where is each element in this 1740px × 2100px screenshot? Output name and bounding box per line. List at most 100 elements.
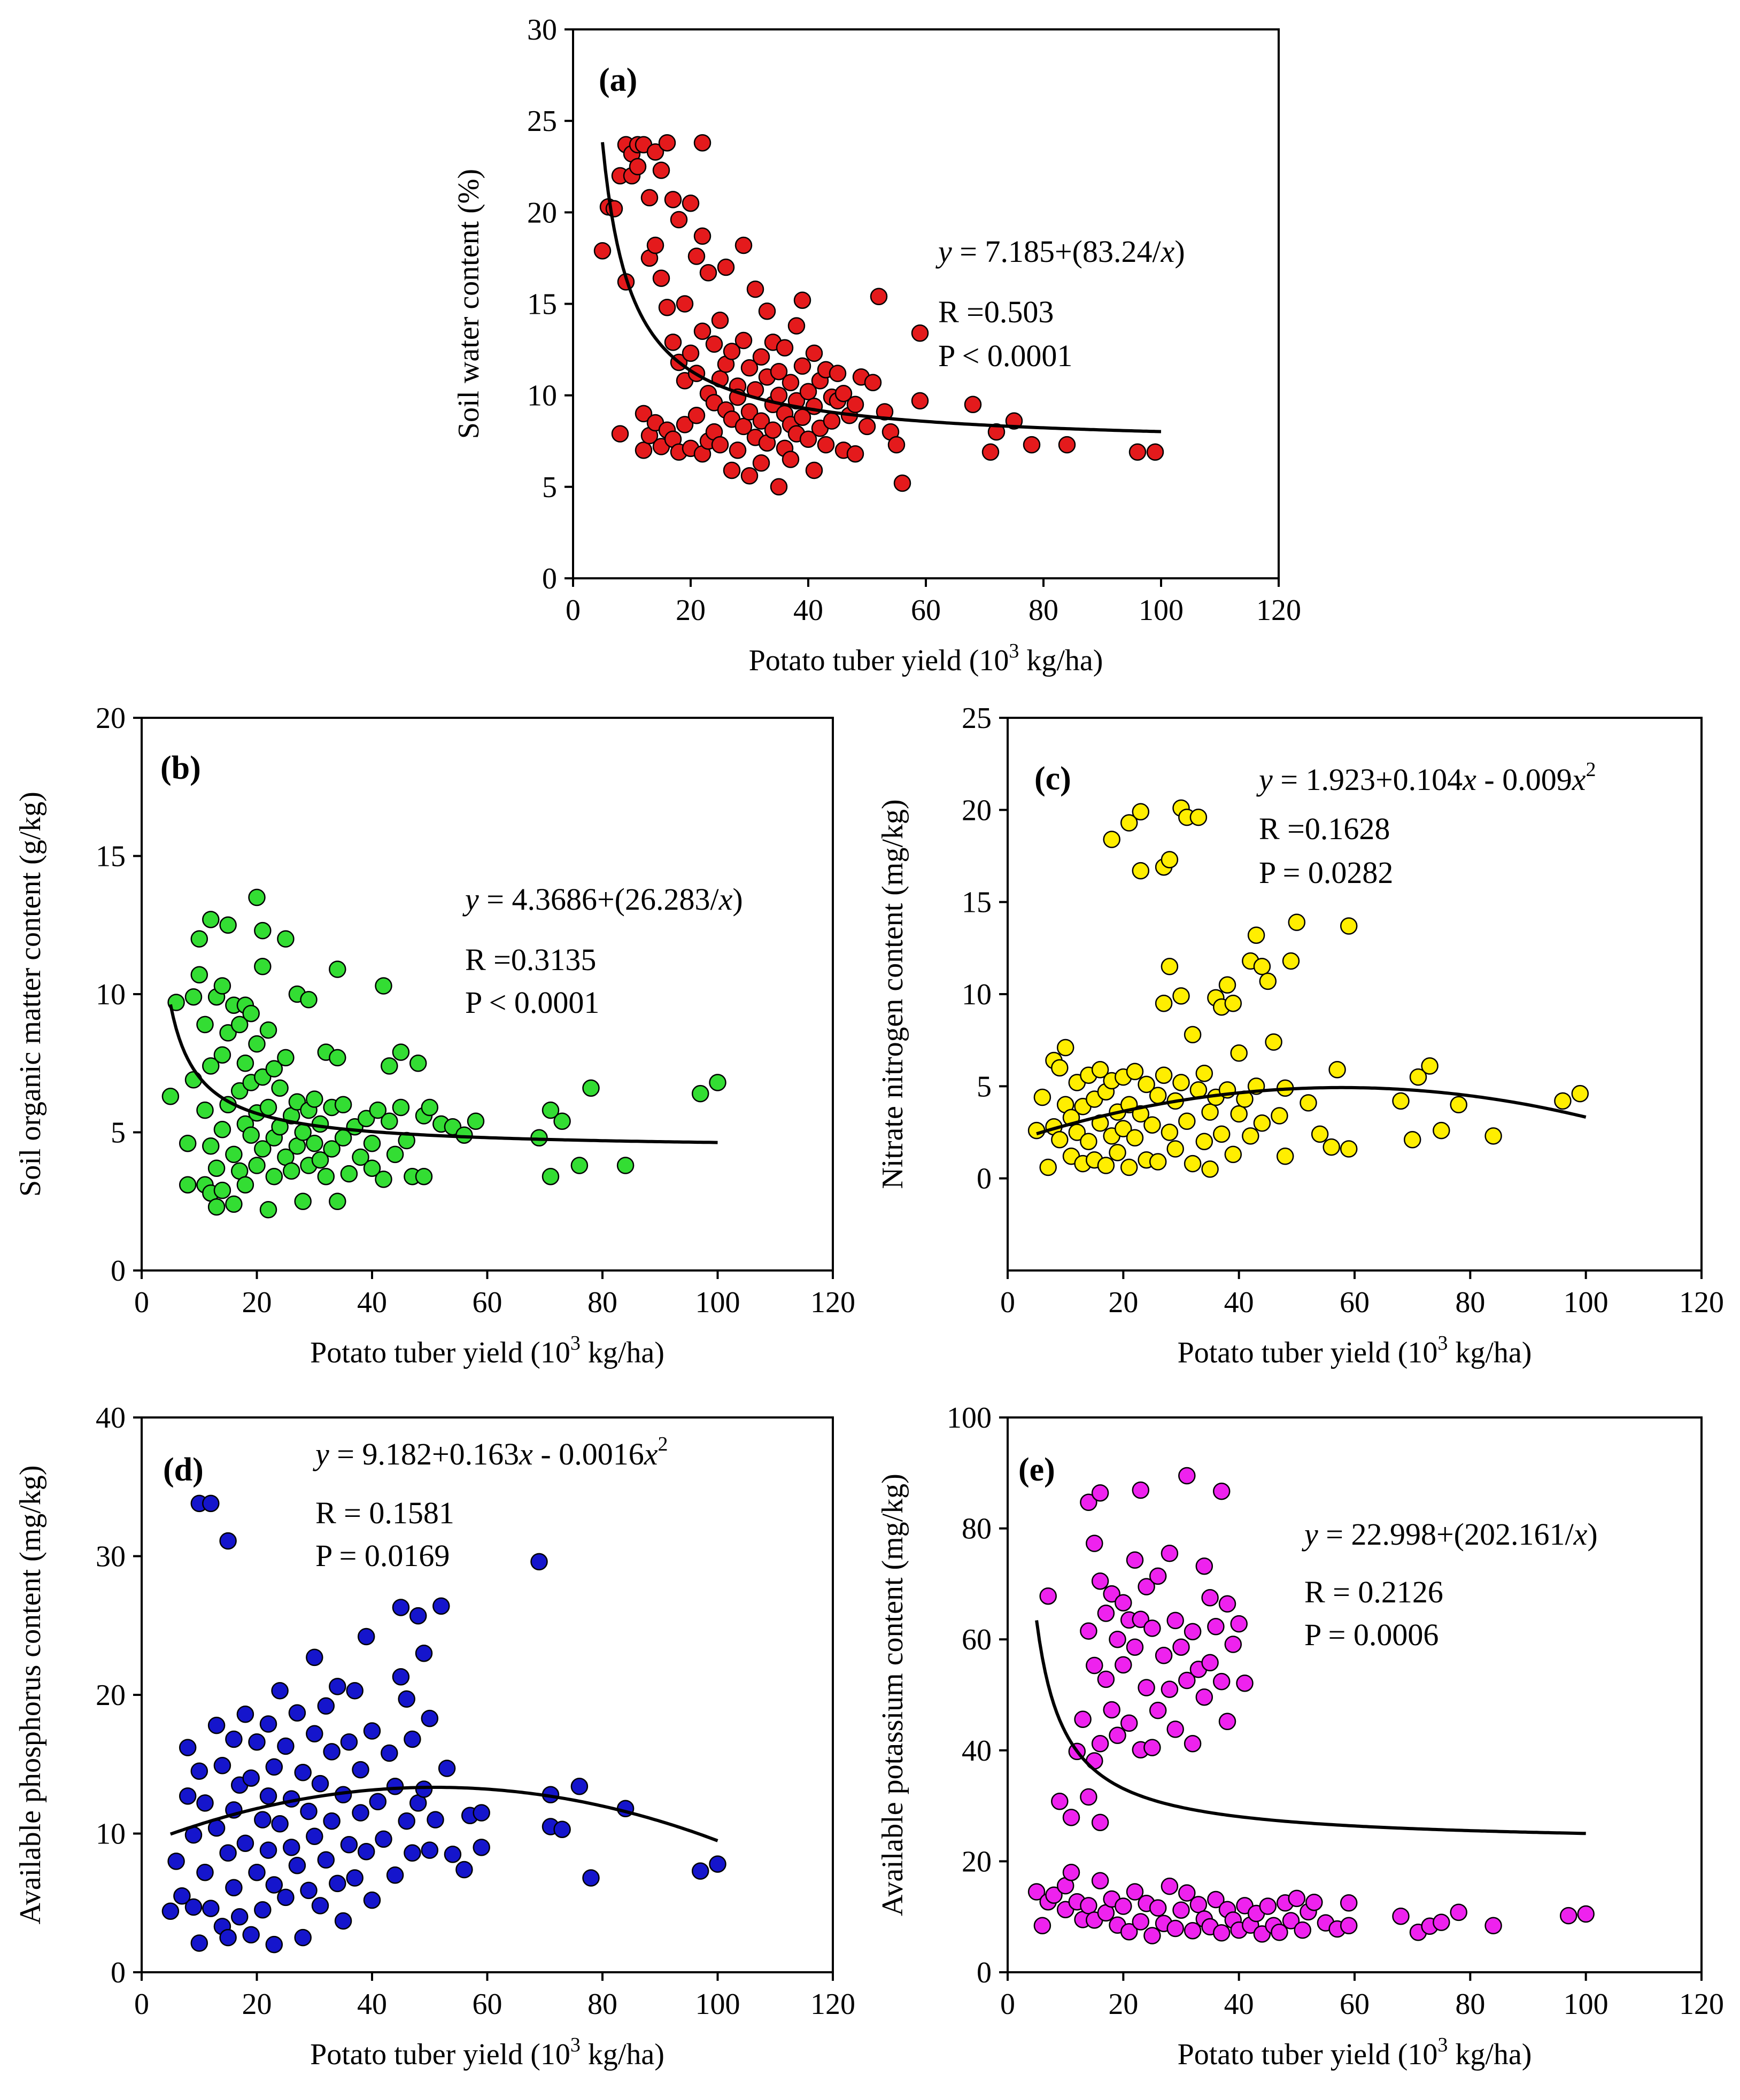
fit-stat: R =0.3135 (465, 942, 596, 977)
y-axis-label: Nitrate nitrogen content (mg/kg) (876, 799, 909, 1189)
y-tick-label: 25 (962, 702, 992, 735)
y-tick-label: 0 (111, 1956, 126, 1989)
fit-stat: P = 0.0169 (315, 1538, 450, 1573)
data-point (277, 1888, 295, 1907)
y-tick-label: 30 (96, 1540, 126, 1574)
data-point (629, 158, 647, 176)
data-point (196, 1016, 214, 1034)
data-point (375, 1830, 392, 1848)
data-point (1149, 1567, 1167, 1585)
data-point (734, 331, 753, 350)
data-point (740, 467, 759, 485)
data-point (415, 1780, 433, 1798)
data-point (1033, 1917, 1051, 1935)
data-point (1433, 1913, 1450, 1931)
data-point (1288, 1889, 1306, 1908)
data-point (1230, 1615, 1248, 1633)
data-point (392, 1043, 410, 1061)
data-point (1023, 436, 1041, 454)
data-point (1091, 1484, 1109, 1502)
data-point (1189, 1896, 1208, 1913)
data-point (179, 1787, 197, 1805)
data-point (311, 1897, 329, 1915)
data-point (265, 1876, 283, 1894)
x-tick-label: 100 (1564, 1988, 1608, 2021)
fit-stat: R =0.1628 (1259, 811, 1390, 846)
data-point (184, 1071, 203, 1089)
data-point (219, 1928, 237, 1947)
data-point (1143, 1927, 1161, 1944)
data-point (1184, 1026, 1202, 1044)
data-point (421, 1841, 439, 1859)
y-tick-label: 10 (962, 978, 992, 1011)
data-point (1253, 958, 1271, 975)
data-point (1218, 1595, 1236, 1613)
data-point (1143, 1619, 1161, 1637)
data-point (225, 1145, 243, 1164)
data-point (288, 1856, 306, 1874)
data-point (357, 1628, 375, 1646)
data-point (219, 1532, 237, 1550)
y-tick-label: 0 (111, 1254, 126, 1288)
data-point (593, 242, 612, 260)
data-point (1207, 1890, 1225, 1909)
data-point (611, 425, 629, 443)
x-tick-label: 80 (587, 1286, 617, 1319)
data-point (664, 191, 682, 208)
data-point (1450, 1903, 1467, 1921)
data-point (1559, 1907, 1577, 1925)
data-point (1300, 1094, 1317, 1112)
data-point (213, 1121, 231, 1138)
data-point (817, 436, 835, 454)
data-point (1201, 1160, 1219, 1178)
x-axis-label: Potato tuber yield (103 kg/ha) (310, 1332, 664, 1369)
data-point (846, 445, 864, 463)
data-point (311, 1151, 329, 1169)
x-tick-label: 100 (1139, 594, 1184, 627)
data-point (616, 1157, 635, 1174)
data-point (1149, 1701, 1167, 1719)
x-tick-label: 60 (911, 594, 941, 627)
data-point (793, 291, 811, 309)
data-point (570, 1778, 589, 1795)
data-point (1045, 1886, 1063, 1904)
data-point (277, 1049, 295, 1067)
y-tick-label: 20 (962, 794, 992, 827)
panel-label: (e) (1018, 1452, 1055, 1488)
data-point (1109, 1726, 1126, 1745)
data-point (1132, 862, 1150, 880)
fit-stat: R = 0.2126 (1304, 1575, 1443, 1609)
data-point (1184, 1154, 1202, 1173)
data-point (1195, 1064, 1213, 1082)
data-point (219, 916, 237, 934)
data-point (1189, 808, 1208, 826)
y-tick-label: 15 (96, 840, 126, 873)
data-point (236, 1055, 254, 1072)
data-point (1340, 1917, 1358, 1935)
data-point (306, 1725, 323, 1742)
data-point (964, 396, 982, 414)
data-point (1259, 972, 1277, 990)
data-point (236, 1706, 254, 1723)
data-point (1166, 1721, 1184, 1738)
data-point (369, 1101, 387, 1119)
data-point (1184, 1735, 1202, 1753)
data-point (300, 1881, 318, 1900)
data-point (1271, 1924, 1288, 1941)
data-point (179, 1739, 197, 1756)
data-point (530, 1553, 548, 1571)
y-tick-label: 0 (977, 1956, 992, 1989)
fit-stat: R =0.503 (938, 295, 1054, 329)
data-point (1161, 1545, 1179, 1562)
fit-equation: y = 7.185+(83.24/x) (935, 234, 1185, 269)
data-point (404, 1844, 421, 1862)
data-point (1132, 1913, 1150, 1931)
data-point (658, 134, 676, 152)
data-point (1051, 1059, 1069, 1077)
x-tick-label: 40 (357, 1988, 387, 2021)
data-point (1161, 1877, 1179, 1895)
data-point (1126, 1129, 1144, 1147)
data-point (190, 930, 208, 948)
data-point (1103, 1701, 1120, 1719)
data-point (1242, 1127, 1259, 1145)
